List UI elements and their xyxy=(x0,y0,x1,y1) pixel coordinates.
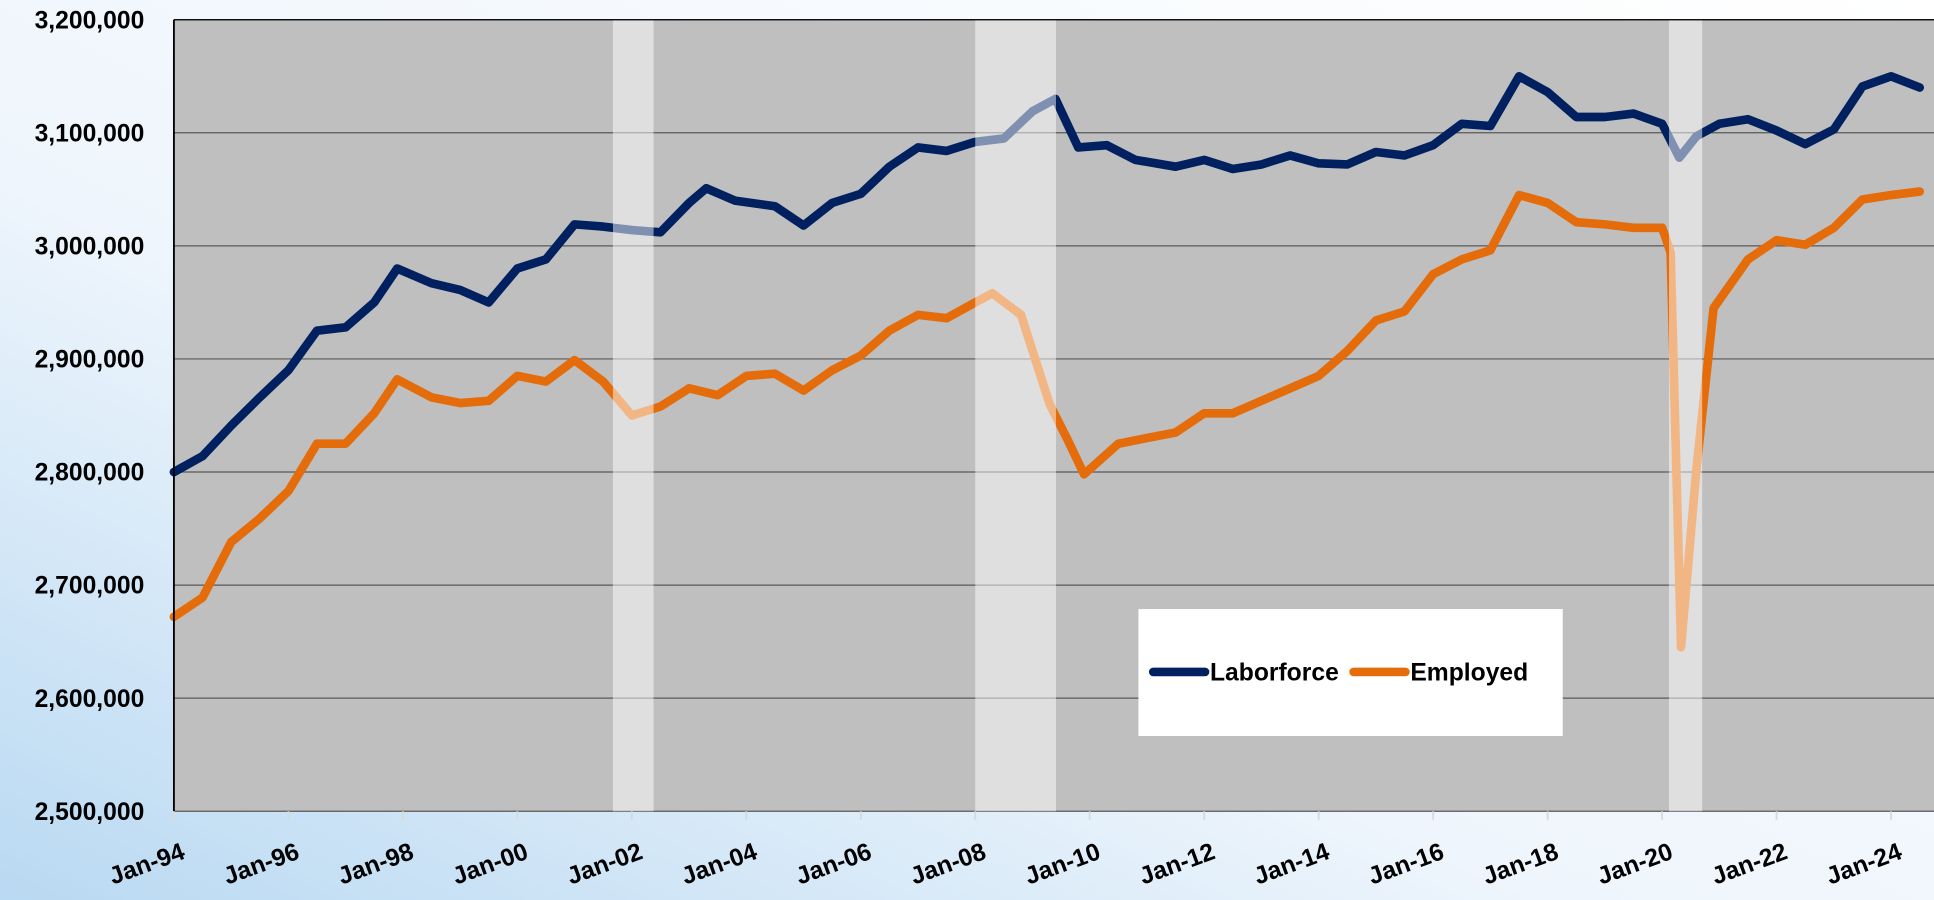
legend: Laborforce Employed xyxy=(1138,609,1563,737)
y-tick-label: 2,600,000 xyxy=(35,686,145,713)
legend-label: Laborforce xyxy=(1210,660,1339,687)
y-tick-label: 3,000,000 xyxy=(35,234,145,261)
y-tick-label: 3,100,000 xyxy=(35,120,145,147)
y-tick-label: 2,700,000 xyxy=(35,573,145,600)
shaded-period xyxy=(1668,19,1703,812)
legend-label: Employed xyxy=(1410,660,1528,687)
y-tick-label: 2,500,000 xyxy=(35,799,145,826)
series-line xyxy=(169,187,1925,652)
y-tick-label: 3,200,000 xyxy=(35,7,145,34)
plot-area: 2,500,000 2,600,000 2,700,000 2,800,000 2,90… xyxy=(35,7,1934,890)
y-tick-label: 2,800,000 xyxy=(35,460,145,487)
y-tick-label: 2,900,000 xyxy=(35,347,145,374)
shaded-period xyxy=(612,19,654,812)
shaded-period xyxy=(975,19,1056,812)
